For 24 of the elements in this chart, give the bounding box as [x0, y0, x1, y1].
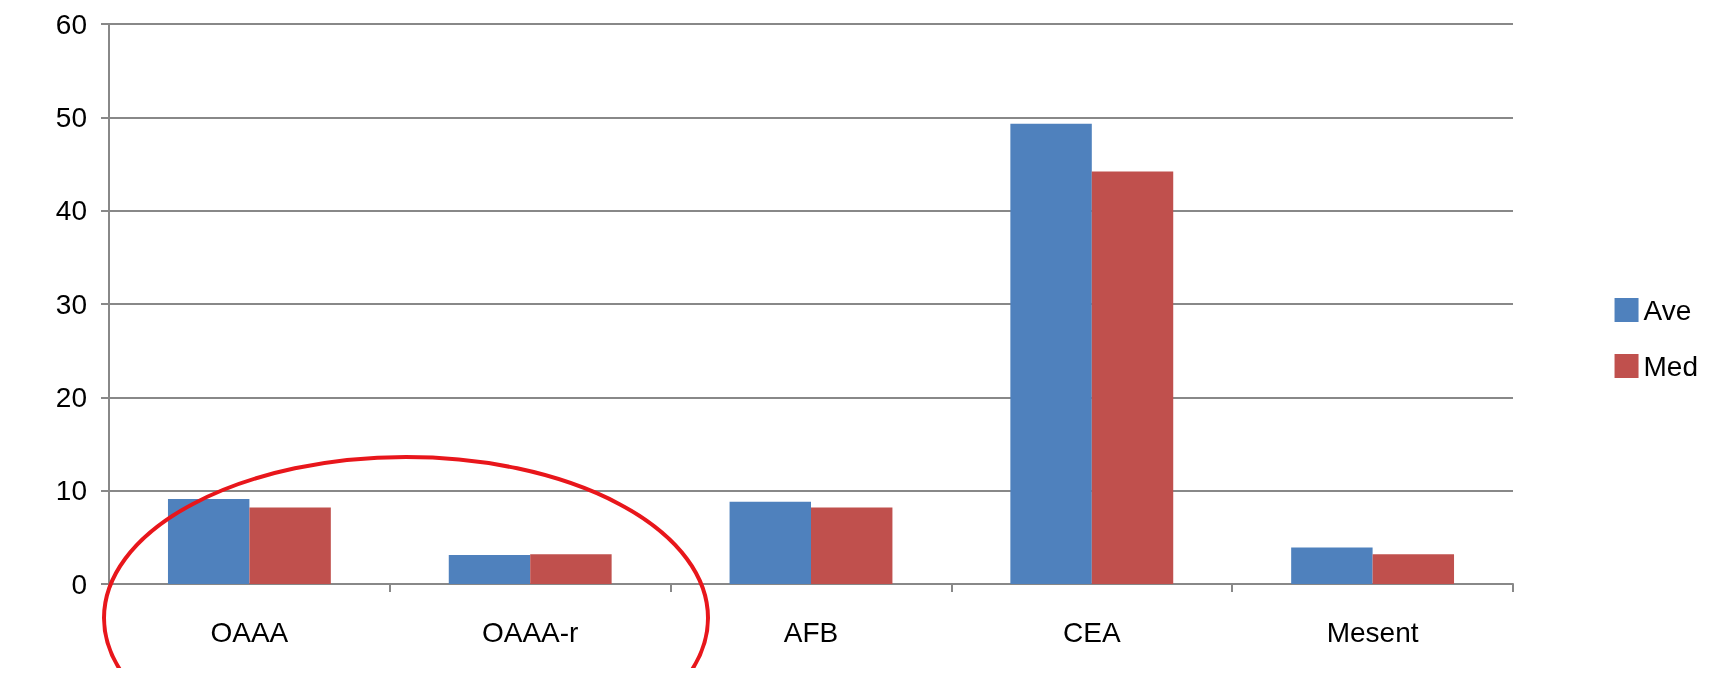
y-tick-label: 0: [71, 568, 87, 600]
y-tick-label: 10: [55, 475, 87, 507]
bar: [1091, 171, 1174, 584]
legend-label: Ave: [1643, 294, 1692, 326]
x-tick-label: Mesent: [1326, 616, 1419, 648]
bar: [1372, 554, 1455, 584]
x-tick-label: OAAA: [210, 616, 289, 648]
x-tick-label: AFB: [783, 616, 839, 648]
y-tick-label: 50: [55, 101, 87, 133]
legend-label: Med: [1643, 350, 1698, 382]
y-tick-label: 60: [55, 8, 87, 40]
x-tick-label: CEA: [1063, 616, 1121, 648]
y-tick-label: 20: [55, 381, 87, 413]
bar: [448, 555, 531, 584]
bar: [729, 501, 811, 584]
bar: [1291, 547, 1373, 584]
bar: [811, 507, 893, 584]
y-tick-label: 30: [55, 288, 87, 320]
bar: [249, 507, 331, 584]
x-tick-label: OAAA-r: [481, 616, 579, 648]
bar: [1010, 123, 1092, 584]
bar: [167, 499, 250, 584]
y-tick-label: 40: [55, 195, 87, 227]
bar: [530, 554, 612, 584]
